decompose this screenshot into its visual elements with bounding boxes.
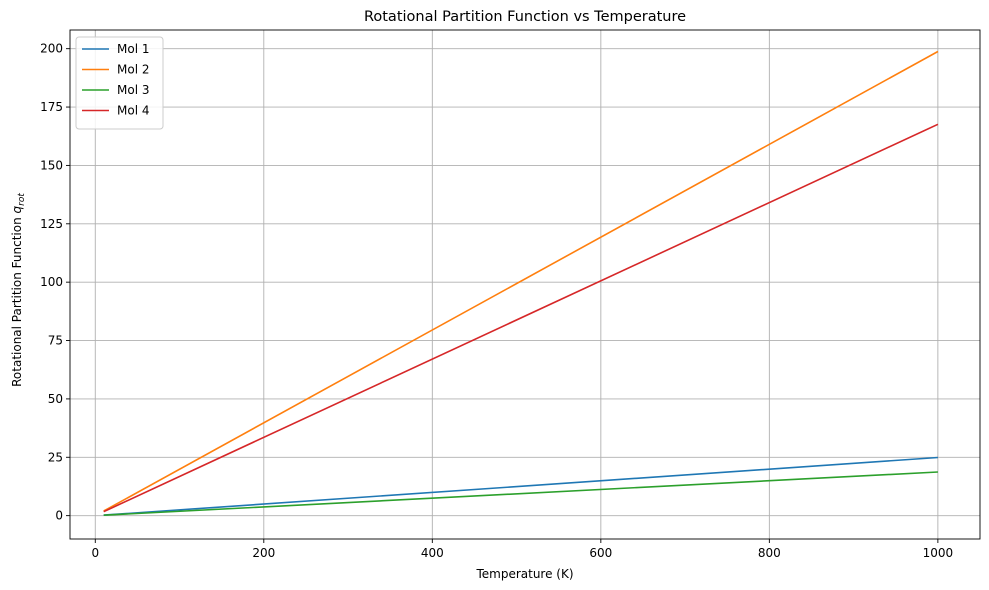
y-tick-label: 150 (40, 158, 63, 172)
y-tick-label: 100 (40, 275, 63, 289)
series-layer (103, 50, 939, 516)
y-tick-label: 200 (40, 42, 63, 56)
x-tick-label: 200 (252, 546, 275, 560)
legend-box (75, 36, 164, 130)
y-axis-title: Rotational Partition Function qrot (10, 193, 27, 387)
plot-frame (69, 29, 981, 540)
x-tick-label: 400 (421, 546, 444, 560)
x-tick-label: 800 (758, 546, 781, 560)
series-line-mol-4 (103, 123, 939, 513)
legend: Mol 1 Mol 2 Mol 3 Mol 4 (75, 36, 164, 130)
y-tick-label: 75 (48, 334, 63, 348)
series-line-mol-1 (103, 456, 938, 516)
y-tick-label: 175 (40, 100, 63, 114)
y-tick-label: 125 (40, 217, 63, 231)
x-tick-label: 1000 (923, 546, 954, 560)
legend-label: Mol 4 (117, 104, 149, 118)
y-axis: 0 25 50 75 100 125 150 175 200 (40, 42, 70, 523)
legend-label: Mol 2 (117, 63, 149, 77)
legend-label: Mol 1 (117, 42, 149, 56)
series-line-mol-2 (103, 50, 939, 512)
y-axis-title-main: Rotational Partition Function (10, 214, 24, 387)
series-line-mol-3 (103, 471, 938, 516)
chart-title: Rotational Partition Function vs Tempera… (364, 9, 686, 25)
x-axis-title: Temperature (K) (475, 567, 573, 581)
legend-label: Mol 3 (117, 83, 149, 97)
y-axis-title-subscript: rot (17, 193, 27, 206)
x-tick-label: 0 (91, 546, 99, 560)
y-axis-title-symbol: q (10, 206, 24, 214)
x-tick-label: 600 (589, 546, 612, 560)
y-tick-label: 50 (48, 392, 63, 406)
y-tick-label: 25 (48, 450, 63, 464)
y-tick-label: 0 (55, 509, 63, 523)
x-axis: 0 200 400 600 800 1000 (91, 539, 953, 560)
